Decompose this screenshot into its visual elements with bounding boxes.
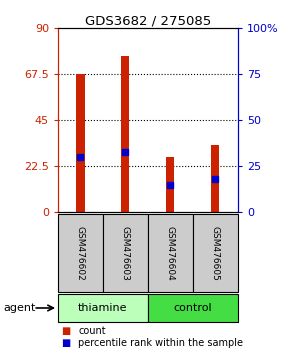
Text: GSM476603: GSM476603 (121, 225, 130, 281)
Bar (103, 214, 148, 292)
Text: percentile rank within the sample: percentile rank within the sample (78, 338, 243, 348)
Text: ■: ■ (61, 338, 70, 348)
Text: GSM476605: GSM476605 (211, 225, 220, 281)
Bar (148, 294, 238, 322)
Text: count: count (78, 326, 106, 336)
Text: ■: ■ (61, 326, 70, 336)
Bar (148, 214, 193, 292)
Text: control: control (173, 303, 212, 313)
Bar (122, 56, 129, 212)
Bar (166, 157, 174, 212)
Text: agent: agent (3, 303, 35, 313)
Text: GSM476604: GSM476604 (166, 226, 175, 280)
Bar (193, 214, 238, 292)
Bar (58, 294, 148, 322)
Bar (58, 214, 103, 292)
Text: thiamine: thiamine (78, 303, 128, 313)
Title: GDS3682 / 275085: GDS3682 / 275085 (85, 14, 211, 27)
Text: GSM476602: GSM476602 (76, 226, 85, 280)
Bar (211, 145, 219, 212)
Bar (77, 74, 84, 212)
